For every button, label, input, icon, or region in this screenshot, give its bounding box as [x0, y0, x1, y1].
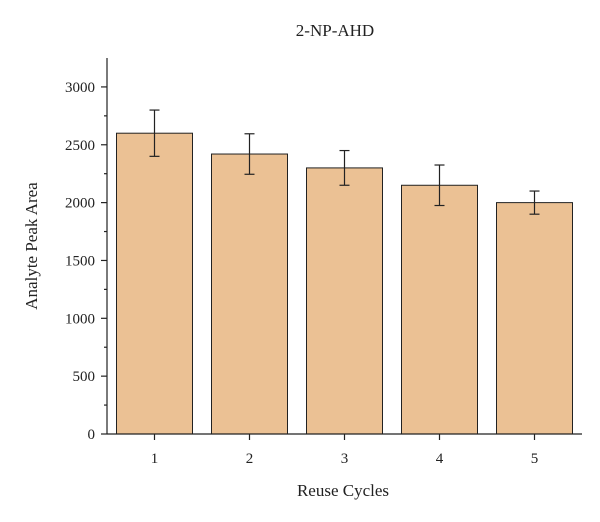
x-axis-title: Reuse Cycles: [297, 481, 389, 500]
y-tick-label-500: 500: [73, 369, 96, 385]
x-tick-label-1: 1: [151, 451, 159, 467]
x-tick-label-4: 4: [436, 451, 444, 467]
chart-title: 2-NP-AHD: [296, 21, 374, 40]
y-tick-label-3000: 3000: [65, 80, 95, 96]
bar-4: [401, 184, 478, 435]
y-axis-title: Analyte Peak Area: [22, 182, 41, 310]
y-axis: 0 500 1000 1500 2000 2500 3000: [65, 58, 108, 443]
y-tick-label-2000: 2000: [65, 196, 95, 212]
y-tick-label-0: 0: [88, 427, 96, 443]
bar-3: [306, 167, 383, 435]
x-tick-label-3: 3: [341, 451, 349, 467]
x-tick-label-5: 5: [531, 451, 539, 467]
bar-5: [496, 202, 573, 435]
x-tick-label-2: 2: [246, 451, 254, 467]
bar-1: [116, 132, 193, 435]
y-tick-label-1500: 1500: [65, 253, 95, 269]
error-bars-group: [149, 109, 540, 215]
bar-2: [211, 153, 288, 435]
x-axis: 1 2 3 4 5: [107, 433, 582, 467]
y-tick-label-2500: 2500: [65, 138, 95, 154]
y-tick-label-1000: 1000: [65, 311, 95, 327]
